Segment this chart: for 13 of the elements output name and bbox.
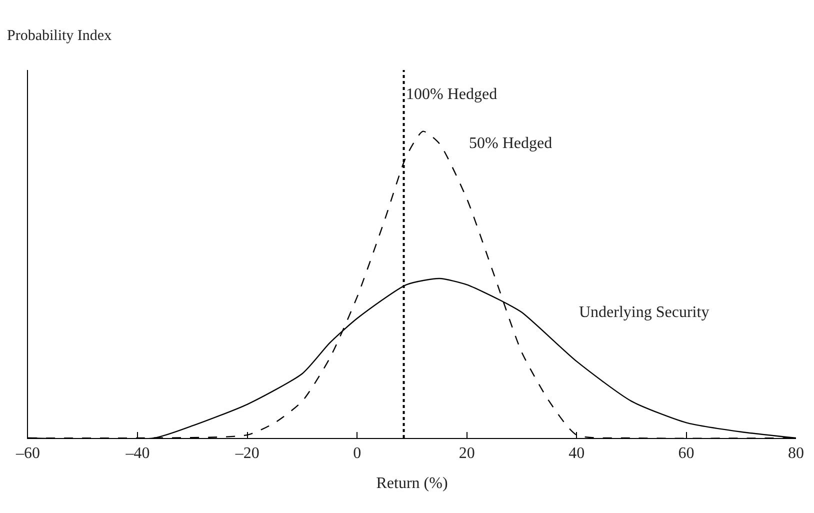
ref-line-label: 100% Hedged bbox=[406, 86, 498, 103]
text: Probability Index bbox=[7, 28, 112, 44]
x-tick-label: 80 bbox=[788, 445, 804, 462]
x-tick-label: –60 bbox=[15, 445, 40, 462]
x-axis-title: Return (%) bbox=[376, 474, 448, 492]
x-tick-label: 20 bbox=[458, 445, 475, 462]
x-tick-label: 0 bbox=[353, 445, 362, 462]
series-label: Underlying Security bbox=[579, 304, 710, 321]
x-tick-label: –20 bbox=[234, 445, 260, 462]
x-tick-label: –40 bbox=[124, 445, 150, 462]
x-tick-label: 60 bbox=[678, 445, 694, 462]
x-tick-label: 40 bbox=[568, 445, 585, 462]
series-label: 50% Hedged bbox=[469, 135, 552, 152]
